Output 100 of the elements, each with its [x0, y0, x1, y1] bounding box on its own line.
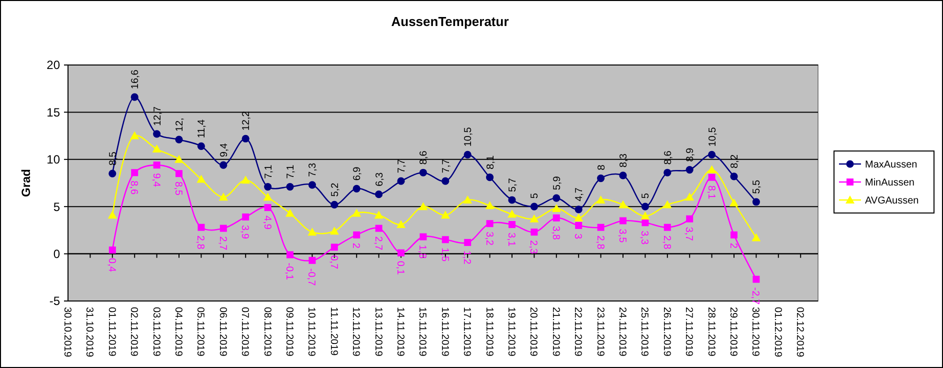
- point: [330, 226, 339, 235]
- data-label: 2,8: [660, 235, 672, 250]
- point: [596, 195, 606, 204]
- point: [397, 177, 405, 185]
- point: [552, 214, 560, 222]
- data-label: 9,4: [150, 173, 162, 188]
- point: [485, 201, 494, 210]
- point: [642, 219, 649, 226]
- point: [620, 217, 626, 224]
- point: [685, 192, 694, 201]
- point: [198, 224, 205, 231]
- point: [641, 202, 649, 210]
- data-label: 5: [530, 192, 541, 199]
- point: [574, 213, 584, 222]
- point: [730, 231, 738, 238]
- point: [575, 222, 582, 229]
- data-label: 2,8: [194, 235, 206, 250]
- x-tick-label: 29.11.2019: [728, 307, 738, 357]
- point: [486, 174, 494, 182]
- x-tick-label: 12.11.2019: [350, 307, 362, 357]
- point: [264, 182, 272, 191]
- data-label: 8,6: [418, 150, 430, 165]
- data-label: 12,2: [241, 110, 252, 131]
- x-tick-label: 20.11.2019: [528, 307, 539, 357]
- data-label: 7,3: [308, 162, 319, 177]
- point: [330, 244, 338, 251]
- x-tick-label: 23.11.2019: [594, 307, 606, 357]
- data-label: 3,3: [638, 230, 650, 245]
- point: [662, 200, 672, 208]
- point: [308, 181, 316, 189]
- data-label: 8,5: [172, 182, 184, 196]
- point: [308, 228, 317, 236]
- point: [196, 174, 206, 183]
- data-label: 8,1: [485, 154, 496, 170]
- data-label: 8,1: [705, 185, 716, 200]
- point: [286, 182, 294, 191]
- data-label: 10,5: [463, 126, 474, 147]
- data-label: 11,4: [196, 119, 208, 138]
- point: [330, 200, 338, 209]
- point: [108, 246, 116, 254]
- point: [396, 220, 406, 228]
- x-tick-label: 01.12.2019: [772, 307, 783, 358]
- x-tick-label: 08.11.2019: [261, 307, 272, 357]
- point: [130, 93, 138, 101]
- point: [597, 174, 605, 182]
- x-tick-label: 01.11.2019: [106, 307, 117, 357]
- point: [752, 233, 761, 242]
- data-label: 0,7: [328, 255, 339, 270]
- point: [176, 170, 182, 178]
- data-label: 2,8: [594, 235, 606, 250]
- point: [708, 174, 716, 181]
- x-tick-label: 30.10.2019: [62, 307, 72, 358]
- data-label: 8,6: [128, 180, 140, 195]
- x-tick-label: 09.11.2019: [284, 307, 294, 357]
- data-label: 6,9: [352, 166, 364, 181]
- y-tick-label: 5: [53, 200, 60, 214]
- data-label: -0,7: [306, 268, 317, 286]
- x-tick-label: 18.11.2019: [483, 307, 494, 357]
- point: [552, 204, 561, 212]
- point: [242, 213, 250, 220]
- x-tick-label: 15.11.2019: [416, 307, 428, 357]
- data-label: 10,5: [707, 126, 718, 147]
- point: [218, 192, 228, 201]
- point: [552, 194, 560, 202]
- data-label: 5,5: [752, 180, 763, 194]
- chart-title: AussenTemperatur: [391, 14, 509, 29]
- point: [375, 224, 382, 232]
- y-tick-label: -5: [49, 294, 60, 308]
- x-tick-label: 31.10.2019: [84, 307, 95, 358]
- point: [707, 165, 716, 174]
- point: [375, 190, 383, 198]
- data-label: 8,5: [108, 151, 119, 166]
- data-label: 2,3: [528, 240, 539, 254]
- x-tick-label: 02.11.2019: [128, 307, 140, 357]
- data-label: 1,2: [461, 250, 472, 265]
- point: [153, 162, 160, 169]
- point: [440, 210, 450, 219]
- data-label: 8,3: [618, 153, 630, 168]
- data-label: 3,5: [616, 228, 628, 244]
- data-label: 8,6: [662, 150, 674, 165]
- point: [530, 228, 538, 236]
- data-label: 2: [728, 242, 738, 249]
- point: [174, 154, 184, 163]
- point: [464, 238, 472, 246]
- data-label: 1,8: [416, 244, 428, 260]
- x-tick-label: 16.11.2019: [438, 307, 450, 357]
- y-tick-label: 20: [46, 58, 60, 72]
- point: [220, 161, 228, 169]
- x-tick-label: 25.11.2019: [638, 307, 650, 357]
- data-label: 7,1: [286, 164, 296, 179]
- data-label: 12,: [174, 118, 186, 132]
- point: [708, 150, 716, 158]
- data-label: 1,5: [438, 248, 450, 262]
- data-label: 2: [350, 242, 362, 249]
- point: [131, 169, 138, 176]
- data-label: 5,2: [330, 182, 341, 197]
- point: [353, 231, 360, 238]
- y-tick-label: 15: [46, 105, 60, 120]
- data-label: 3,1: [506, 232, 516, 247]
- point: [574, 206, 582, 214]
